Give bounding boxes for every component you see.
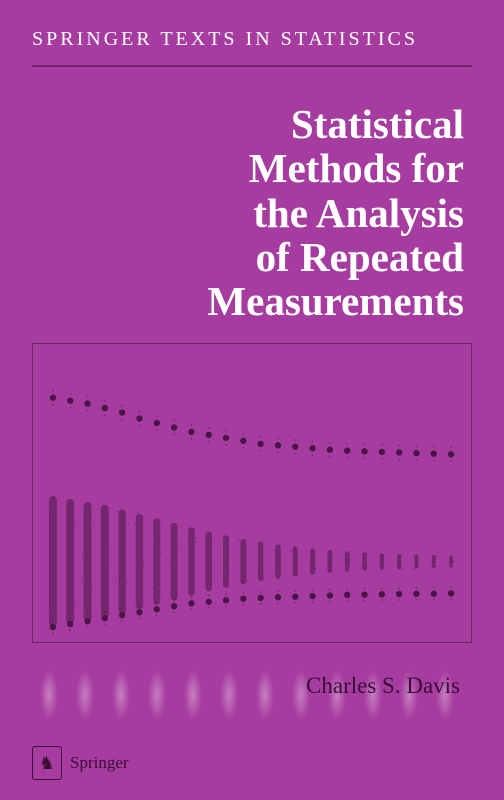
logo-glyph: ♞ [39,753,55,774]
book-title: Statistical Methods for the Analysis of … [30,102,464,323]
author-name: Charles S. Davis [0,673,460,699]
publisher-name: Springer [70,753,129,773]
title-line-2: Methods for [249,145,464,191]
chart-svg [33,344,471,642]
title-line-1: Statistical [291,101,464,147]
springer-logo-icon: ♞ [32,746,62,780]
chart-frame [32,343,472,643]
publisher-block: ♞ Springer [32,746,129,780]
author-block: Charles S. Davis [0,643,504,699]
series-bar: SPRINGER TEXTS IN STATISTICS [0,0,504,65]
title-line-3: the Analysis [253,190,464,236]
title-line-4: of Repeated [256,234,464,280]
title-region: Statistical Methods for the Analysis of … [0,67,504,333]
title-line-5: Measurements [207,278,464,324]
series-title: SPRINGER TEXTS IN STATISTICS [32,28,472,51]
